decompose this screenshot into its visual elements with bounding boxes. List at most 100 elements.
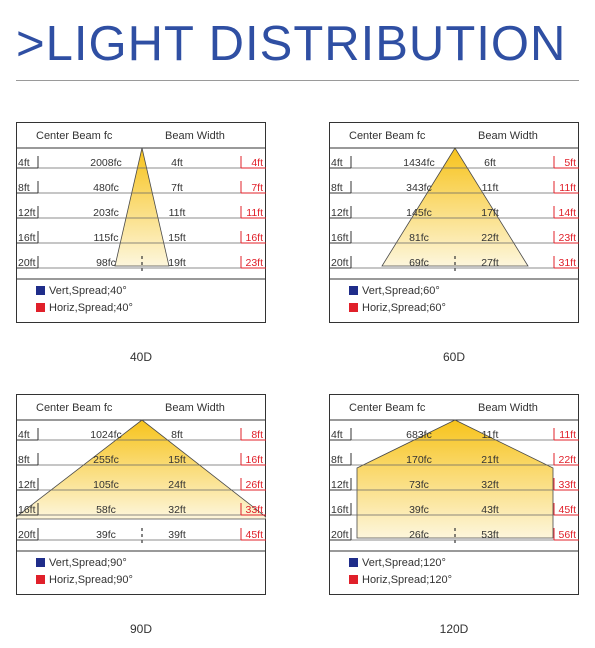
row-center-fc: 73fc xyxy=(409,479,429,491)
row-right-value: 7ft xyxy=(251,182,263,194)
row-beam-width: 17ft xyxy=(481,207,499,219)
legend-vert-label: Vert,Spread;90° xyxy=(49,557,127,569)
row-center-fc: 683fc xyxy=(406,429,432,441)
title-divider xyxy=(16,80,579,81)
row-right-value: 33ft xyxy=(245,504,263,516)
header-center-beam: Center Beam fc xyxy=(36,130,113,142)
legend-vert-swatch xyxy=(349,558,358,567)
row-beam-width: 11ft xyxy=(482,429,499,441)
row-right-value: 31ft xyxy=(558,257,576,269)
header-beam-width: Beam Width xyxy=(478,402,538,414)
legend-horiz-label: Horiz,Spread;90° xyxy=(49,574,133,586)
row-distance: 4ft xyxy=(331,157,343,169)
legend-vert-label: Vert,Spread;60° xyxy=(362,285,440,297)
panel-caption-60d: 60D xyxy=(442,350,465,364)
row-distance: 16ft xyxy=(331,504,349,516)
row-distance: 16ft xyxy=(18,504,36,516)
header-beam-width: Beam Width xyxy=(165,130,225,142)
row-right-value: 4ft xyxy=(251,157,263,169)
legend-horiz-swatch xyxy=(349,303,358,312)
row-right-value: 22ft xyxy=(558,454,576,466)
row-beam-width: 11ft xyxy=(169,207,186,219)
row-distance: 8ft xyxy=(18,182,30,194)
row-center-fc: 39fc xyxy=(409,504,429,516)
row-right-value: 16ft xyxy=(245,454,263,466)
beam-panel-120d: Center Beam fc Beam Width 4ft 683fc 11ft 11ft… xyxy=(329,394,579,595)
row-beam-width: 6ft xyxy=(484,157,496,169)
row-beam-width: 39ft xyxy=(168,529,186,541)
row-distance: 20ft xyxy=(18,257,36,269)
header-beam-width: Beam Width xyxy=(165,402,225,414)
header-center-beam: Center Beam fc xyxy=(36,402,113,414)
row-beam-width: 53ft xyxy=(481,529,499,541)
row-center-fc: 170fc xyxy=(406,454,432,466)
panel-caption-90d: 90D xyxy=(129,622,152,636)
legend-vert-label: Vert,Spread;120° xyxy=(362,557,446,569)
row-distance: 12ft xyxy=(331,207,349,219)
legend-horiz-swatch xyxy=(36,575,45,584)
row-right-value: 45ft xyxy=(245,529,263,541)
legend-vert-swatch xyxy=(36,558,45,567)
row-right-value: 8ft xyxy=(251,429,263,441)
row-right-value: 45ft xyxy=(558,504,576,516)
row-beam-width: 8ft xyxy=(171,429,183,441)
row-distance: 4ft xyxy=(18,157,30,169)
row-distance: 8ft xyxy=(331,454,343,466)
row-beam-width: 22ft xyxy=(481,232,499,244)
row-distance: 4ft xyxy=(18,429,30,441)
legend-horiz-label: Horiz,Spread;60° xyxy=(362,302,446,314)
row-distance: 20ft xyxy=(18,529,36,541)
row-beam-width: 19ft xyxy=(168,257,186,269)
beam-diagram-60d: Center Beam fc Beam Width 4ft 1434fc 6ft 5ft 8… xyxy=(329,122,579,323)
row-center-fc: 203fc xyxy=(93,207,119,219)
row-distance: 20ft xyxy=(331,257,349,269)
row-center-fc: 1024fc xyxy=(90,429,122,441)
row-center-fc: 2008fc xyxy=(90,157,122,169)
row-center-fc: 58fc xyxy=(96,504,116,516)
legend-vert-label: Vert,Spread;40° xyxy=(49,285,127,297)
beam-panel-40d: Center Beam fc Beam Width 4ft 2008fc 4ft 4ft 8… xyxy=(16,122,266,323)
row-distance: 8ft xyxy=(18,454,30,466)
row-distance: 8ft xyxy=(331,182,343,194)
row-center-fc: 145fc xyxy=(406,207,432,219)
beam-spread-shape xyxy=(114,147,170,267)
legend-horiz-label: Horiz,Spread;40° xyxy=(49,302,133,314)
beam-panel-90d: Center Beam fc Beam Width 4ft 1024fc 8ft 8ft 8… xyxy=(16,394,266,595)
page-title: >LIGHT DISTRIBUTION xyxy=(16,17,567,71)
header-center-beam: Center Beam fc xyxy=(349,402,426,414)
row-beam-width: 32ft xyxy=(481,479,499,491)
row-distance: 16ft xyxy=(331,232,349,244)
beam-spread-shape xyxy=(356,419,554,539)
legend-horiz-swatch xyxy=(349,575,358,584)
beam-diagram-90d: Center Beam fc Beam Width 4ft 1024fc 8ft 8ft 8… xyxy=(16,394,266,595)
row-distance: 20ft xyxy=(331,529,349,541)
header-center-beam: Center Beam fc xyxy=(349,130,426,142)
row-right-value: 16ft xyxy=(245,232,263,244)
beam-spread-shape xyxy=(381,147,529,267)
row-center-fc: 1434fc xyxy=(403,157,435,169)
row-center-fc: 39fc xyxy=(96,529,116,541)
row-beam-width: 15ft xyxy=(168,232,186,244)
row-beam-width: 24ft xyxy=(168,479,186,491)
row-distance: 4ft xyxy=(331,429,343,441)
legend-vert-swatch xyxy=(36,286,45,295)
row-right-value: 33ft xyxy=(558,479,576,491)
row-center-fc: 98fc xyxy=(96,257,116,269)
row-distance: 12ft xyxy=(18,479,36,491)
row-center-fc: 26fc xyxy=(409,529,429,541)
row-center-fc: 81fc xyxy=(409,232,429,244)
row-beam-width: 7ft xyxy=(171,182,183,194)
row-beam-width: 11ft xyxy=(482,182,499,194)
row-center-fc: 105fc xyxy=(93,479,119,491)
row-beam-width: 32ft xyxy=(168,504,186,516)
row-right-value: 11ft xyxy=(559,429,576,441)
row-right-value: 5ft xyxy=(564,157,576,169)
beam-spread-shape xyxy=(16,419,266,520)
panel-caption-40d: 40D xyxy=(129,350,152,364)
row-beam-width: 27ft xyxy=(481,257,499,269)
row-center-fc: 69fc xyxy=(409,257,429,269)
row-right-value: 23ft xyxy=(245,257,263,269)
beam-panel-60d: Center Beam fc Beam Width 4ft 1434fc 6ft 5ft 8… xyxy=(329,122,579,323)
row-right-value: 56ft xyxy=(558,529,576,541)
row-right-value: 14ft xyxy=(558,207,576,219)
